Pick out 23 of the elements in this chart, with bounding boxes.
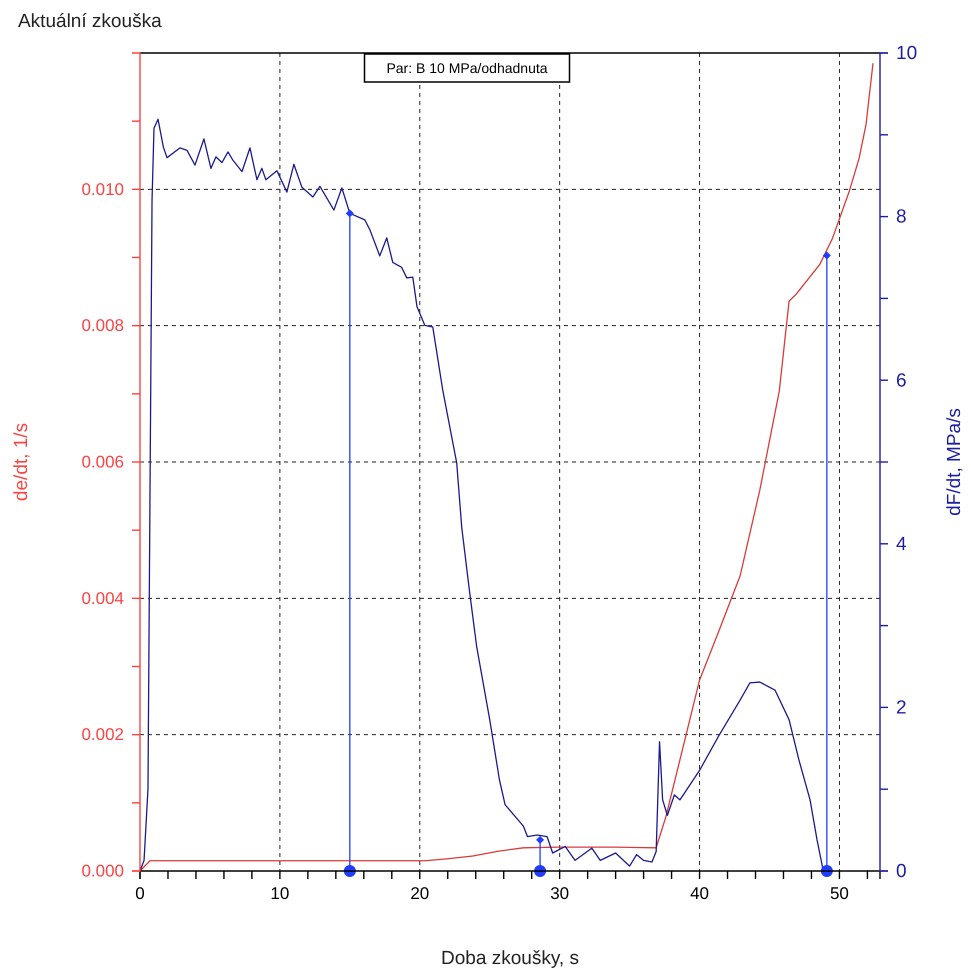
x-tick-label: 10 xyxy=(270,884,290,904)
y-tick-label: 0.006 xyxy=(81,452,124,472)
y2-tick-label: 10 xyxy=(896,43,918,64)
x-tick-label: 20 xyxy=(410,884,430,904)
x-axis-title: Doba zkoušky, s xyxy=(441,948,579,969)
y2-tick-label: 6 xyxy=(896,370,907,392)
y2-tick-label: 0 xyxy=(896,861,907,882)
y-tick-label: 0.004 xyxy=(81,588,124,608)
y-tick-label: 0.010 xyxy=(81,180,124,199)
annotation: Par: B 10 MPa/odhadnuta xyxy=(386,60,548,76)
y2-tick-label: 8 xyxy=(896,206,907,228)
x-tick-label: 0 xyxy=(135,884,145,904)
y-tick-label: 0.002 xyxy=(81,725,124,744)
x-tick-label: 50 xyxy=(830,884,849,904)
y2-axis-title: dF/dt, MPa/s xyxy=(944,408,965,516)
chart-title: Aktuální zkouška xyxy=(18,11,162,32)
x-tick-label: 40 xyxy=(690,884,710,904)
y-tick-label: 0.008 xyxy=(81,316,124,336)
y-tick-label: 0.000 xyxy=(81,861,124,880)
y-axis-title: de/dt, 1/s xyxy=(11,422,32,502)
y2-tick-label: 2 xyxy=(896,697,907,718)
x-tick-label: 30 xyxy=(550,884,570,904)
y2-tick-label: 4 xyxy=(896,534,907,555)
